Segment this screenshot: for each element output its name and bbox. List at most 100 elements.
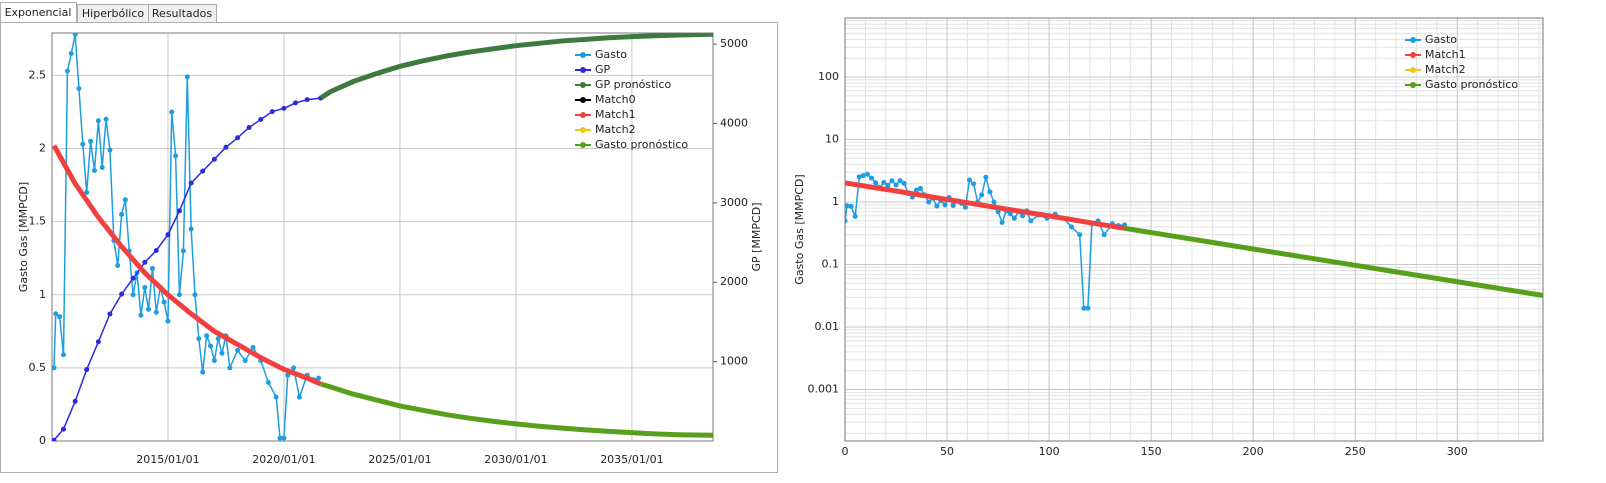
data-point [291, 365, 297, 371]
data-point [304, 97, 310, 103]
series-line [319, 33, 713, 101]
data-point [188, 180, 194, 186]
data-point [200, 168, 206, 174]
data-point [208, 343, 214, 349]
y2-tick-label: 3000 [720, 196, 748, 209]
data-point [913, 187, 919, 193]
data-point [966, 177, 972, 183]
data-point [979, 192, 985, 198]
data-point [893, 182, 899, 188]
y-tick-label: 2.5 [29, 68, 47, 81]
data-point [316, 375, 322, 381]
data-point [1069, 224, 1075, 230]
data-point [119, 211, 125, 217]
data-point [95, 339, 101, 345]
data-point [153, 247, 159, 253]
legend-label: Match2 [595, 123, 636, 136]
data-point [142, 284, 148, 290]
legend-label: Gasto [595, 48, 627, 61]
data-point [1020, 213, 1026, 219]
data-point [273, 394, 279, 400]
x-tick-label: 2035/01/01 [600, 453, 663, 466]
data-point [1011, 215, 1017, 221]
tab-label[interactable]: Hiperbólico [82, 7, 144, 20]
data-point [91, 167, 97, 173]
legend-marker [1410, 37, 1416, 43]
legend-label: GP [595, 63, 611, 76]
data-point [204, 333, 210, 339]
y-tick-label: 1 [39, 288, 46, 301]
data-point [897, 178, 903, 184]
y2-axis-label: GP [MMPCD] [750, 202, 763, 271]
data-point [1081, 305, 1087, 311]
series-line [52, 144, 322, 387]
data-point [173, 153, 179, 159]
data-point [60, 352, 66, 358]
y-tick-label: 1 [832, 195, 839, 208]
data-point [119, 291, 125, 297]
tab[interactable] [0, 2, 77, 23]
data-point [901, 180, 907, 186]
y-tick-label: 0.1 [822, 258, 840, 271]
tab[interactable] [148, 4, 217, 23]
data-point [184, 74, 190, 80]
tab-label[interactable]: Resultados [152, 7, 212, 20]
data-point [242, 358, 248, 364]
data-point [219, 350, 225, 356]
legend-marker [580, 142, 586, 148]
series-line [845, 180, 1126, 231]
x-tick-label: 200 [1243, 445, 1264, 458]
legend-marker [580, 67, 586, 73]
data-point [265, 380, 271, 386]
data-point [881, 180, 887, 186]
plot-border [844, 17, 1544, 442]
data-point [845, 203, 850, 209]
data-point [57, 314, 63, 320]
data-point [1077, 232, 1083, 238]
data-point [215, 336, 221, 342]
data-point [860, 173, 866, 179]
y-axis-label: Gasto Gas [MMPCD] [17, 182, 30, 292]
data-point [188, 226, 194, 232]
x-tick-label: 300 [1447, 445, 1468, 458]
series-layer [845, 171, 1543, 311]
x-tick-label: 2015/01/01 [136, 453, 199, 466]
tab-label[interactable]: Exponencial [5, 6, 72, 19]
data-point [950, 202, 956, 208]
legend-marker [580, 127, 586, 133]
data-point [107, 311, 113, 317]
data-point [852, 213, 858, 219]
data-point [52, 437, 57, 441]
plot-area [52, 33, 713, 441]
legend-label: Match1 [595, 108, 636, 121]
data-point [88, 138, 94, 144]
y-tick-label: 10 [825, 133, 839, 146]
data-point [281, 105, 287, 111]
data-point [258, 117, 264, 123]
y-tick-label: 100 [818, 70, 839, 83]
legend-label: Gasto pronóstico [595, 138, 688, 151]
series-line [319, 381, 713, 438]
data-point [987, 189, 993, 195]
data-point [250, 344, 256, 350]
data-point [942, 202, 948, 208]
x-tick-label: 250 [1345, 445, 1366, 458]
data-point [161, 299, 167, 305]
data-point [1085, 305, 1091, 311]
data-point [130, 292, 136, 298]
data-point [192, 292, 198, 298]
data-point [223, 144, 229, 150]
data-point [165, 318, 171, 324]
data-point [200, 369, 206, 375]
y2-tick-label: 4000 [720, 116, 748, 129]
data-point [962, 204, 968, 210]
data-point [196, 336, 202, 342]
data-point [1007, 211, 1013, 217]
legend-marker [580, 97, 586, 103]
y-tick-label: 2 [39, 142, 46, 155]
data-point [52, 365, 57, 371]
data-point [99, 165, 105, 171]
data-point [296, 394, 302, 400]
data-point [146, 306, 152, 312]
